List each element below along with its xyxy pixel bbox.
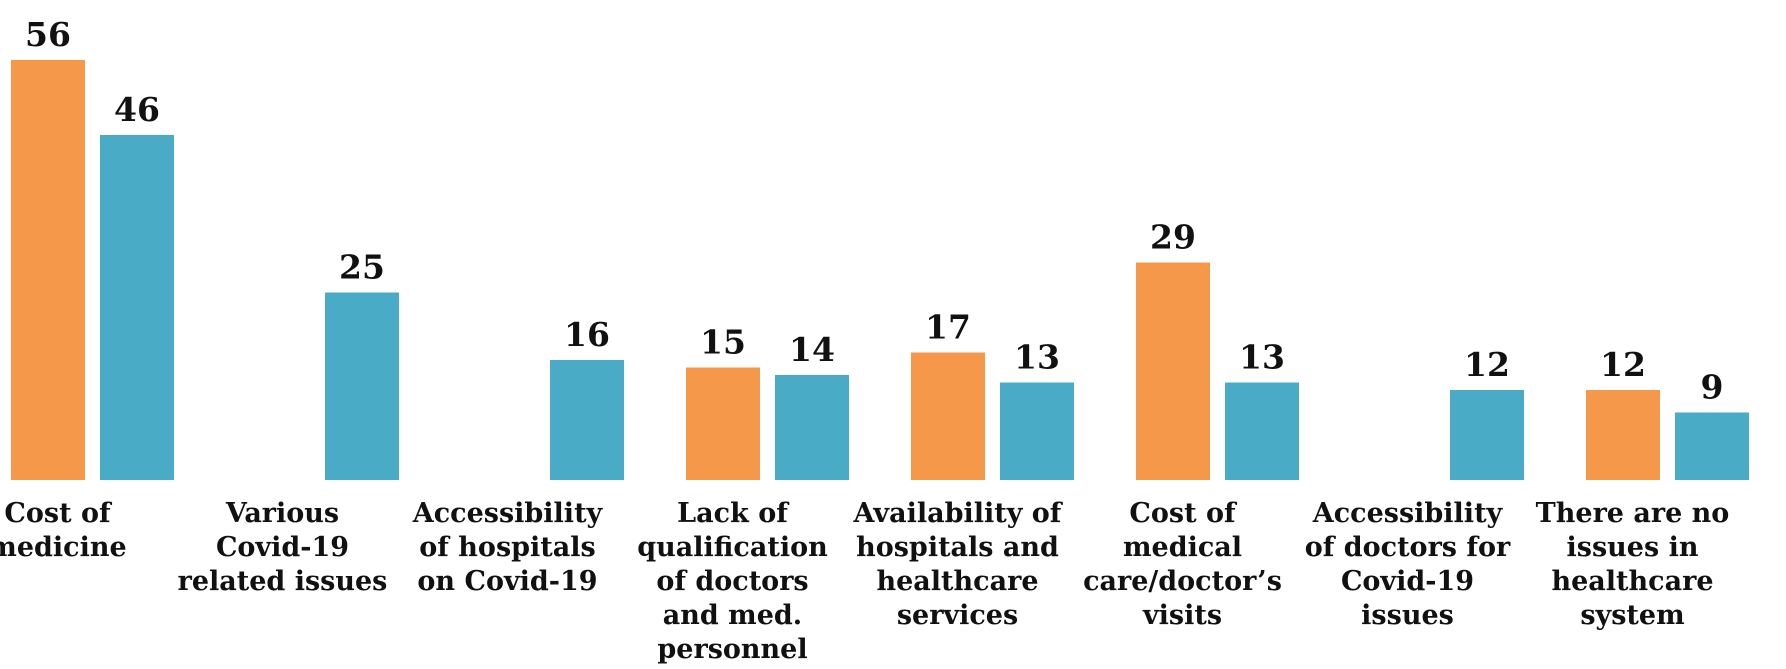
data-label: 13 [1014, 338, 1060, 377]
x-tick-label: Cost of medical care/doctor’s visits [1083, 498, 1282, 631]
bar [11, 60, 85, 480]
x-tick-label: Accessibility of doctors for Covid-19 is… [1304, 498, 1511, 631]
bar [325, 292, 399, 480]
data-label: 9 [1701, 368, 1724, 407]
bar [775, 375, 849, 480]
data-label: 46 [114, 90, 160, 129]
data-label: 29 [1150, 218, 1196, 257]
data-label: 14 [789, 330, 835, 369]
bar [1675, 412, 1749, 480]
bar [1225, 382, 1299, 480]
data-label: 16 [564, 315, 610, 354]
x-tick-label: Cost of medicine [0, 498, 127, 563]
x-tick-label: Various Covid-19 related issues [177, 498, 388, 597]
bar [550, 360, 624, 480]
bar [1450, 390, 1524, 480]
bar [1136, 262, 1210, 480]
data-label: 15 [700, 323, 746, 362]
bar [100, 135, 174, 480]
data-label: 17 [925, 308, 971, 347]
x-tick-label: Accessibility of hospitals on Covid-19 [412, 498, 603, 597]
data-label: 13 [1239, 338, 1285, 377]
x-tick-label: Availability of hospitals and healthcare… [853, 498, 1062, 631]
bar [1000, 382, 1074, 480]
bar [686, 367, 760, 480]
data-label: 12 [1464, 345, 1510, 384]
data-label: 56 [25, 15, 71, 54]
bar [911, 352, 985, 480]
x-tick-label: There are no issues in healthcare system [1535, 498, 1730, 631]
x-tick-label: Lack of qualification of doctors and med… [637, 498, 828, 665]
data-label: 12 [1600, 345, 1646, 384]
data-label: 25 [339, 248, 385, 287]
bar [1586, 390, 1660, 480]
